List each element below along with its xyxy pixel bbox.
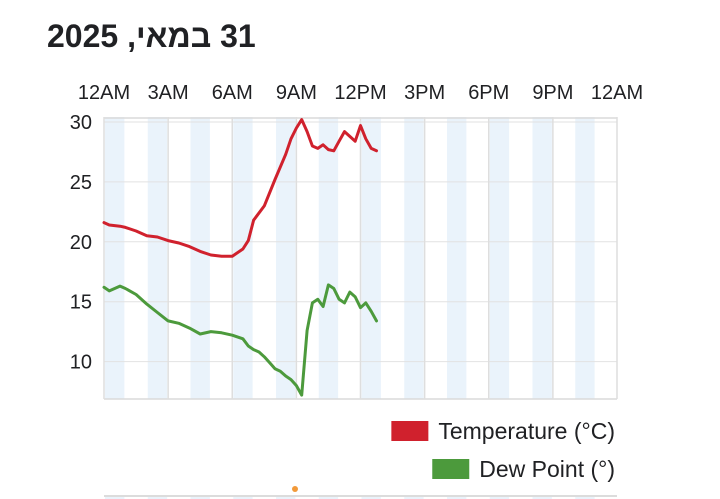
grid-lines [103,117,618,400]
lower-hour-band [233,497,253,499]
legend-label[interactable]: Dew Point (°) [479,456,615,482]
lower-hour-band [276,497,296,499]
lower-hour-band [575,497,595,499]
hour-band [575,117,595,399]
hour-band [105,117,125,399]
series-line-dew-point [102,283,378,397]
x-axis-ticks: 12AM 3AM 6AM 9AM 12PM 3PM 6PM 9PM 12AM [78,82,643,104]
hour-band [147,117,168,399]
x-tick-label: 3PM [404,82,445,104]
hour-band [532,117,552,399]
x-tick-label: 9PM [532,82,573,104]
page-title: 31 במאי, 2025 [47,18,256,54]
y-tick-label: 30 [70,112,92,134]
x-tick-label: 12AM [591,82,643,104]
hour-band [361,117,381,399]
legend-label[interactable]: Temperature (°C) [438,418,615,444]
y-tick-label: 20 [70,232,92,254]
hour-band [489,117,510,399]
x-tick-label: 6AM [212,82,253,104]
x-tick-label: 12AM [78,82,130,104]
lower-hour-band [447,497,467,499]
lower-hour-band [489,497,510,499]
lower-hour-band [361,497,381,499]
series-lines [102,118,378,397]
legend[interactable]: Temperature (°C) Dew Point (°) [391,418,615,482]
lower-hour-band [190,497,210,499]
hour-bands [105,117,595,399]
lower-chart-edge [104,486,617,499]
y-tick-label: 25 [70,172,92,194]
lower-hour-band [532,497,552,499]
legend-swatch[interactable] [432,459,470,479]
lower-hour-band [147,497,168,499]
series-line-temperature [102,118,378,258]
x-tick-label: 9AM [276,82,317,104]
legend-swatch[interactable] [391,421,429,441]
hour-band [318,117,339,399]
marker-dot [292,486,298,492]
hour-band [276,117,296,399]
hour-band [233,117,253,399]
y-tick-label: 15 [70,292,92,314]
lower-hour-band [105,497,125,499]
y-axis-ticks: 30 25 20 15 10 [70,112,92,374]
hour-band [190,117,210,399]
x-tick-label: 6PM [468,82,509,104]
lower-hour-band [404,497,424,499]
y-tick-label: 10 [70,352,92,374]
hour-band [447,117,467,399]
x-tick-label: 3AM [148,82,189,104]
lower-hour-band [318,497,339,499]
x-tick-label: 12PM [334,82,386,104]
hour-band [404,117,424,399]
